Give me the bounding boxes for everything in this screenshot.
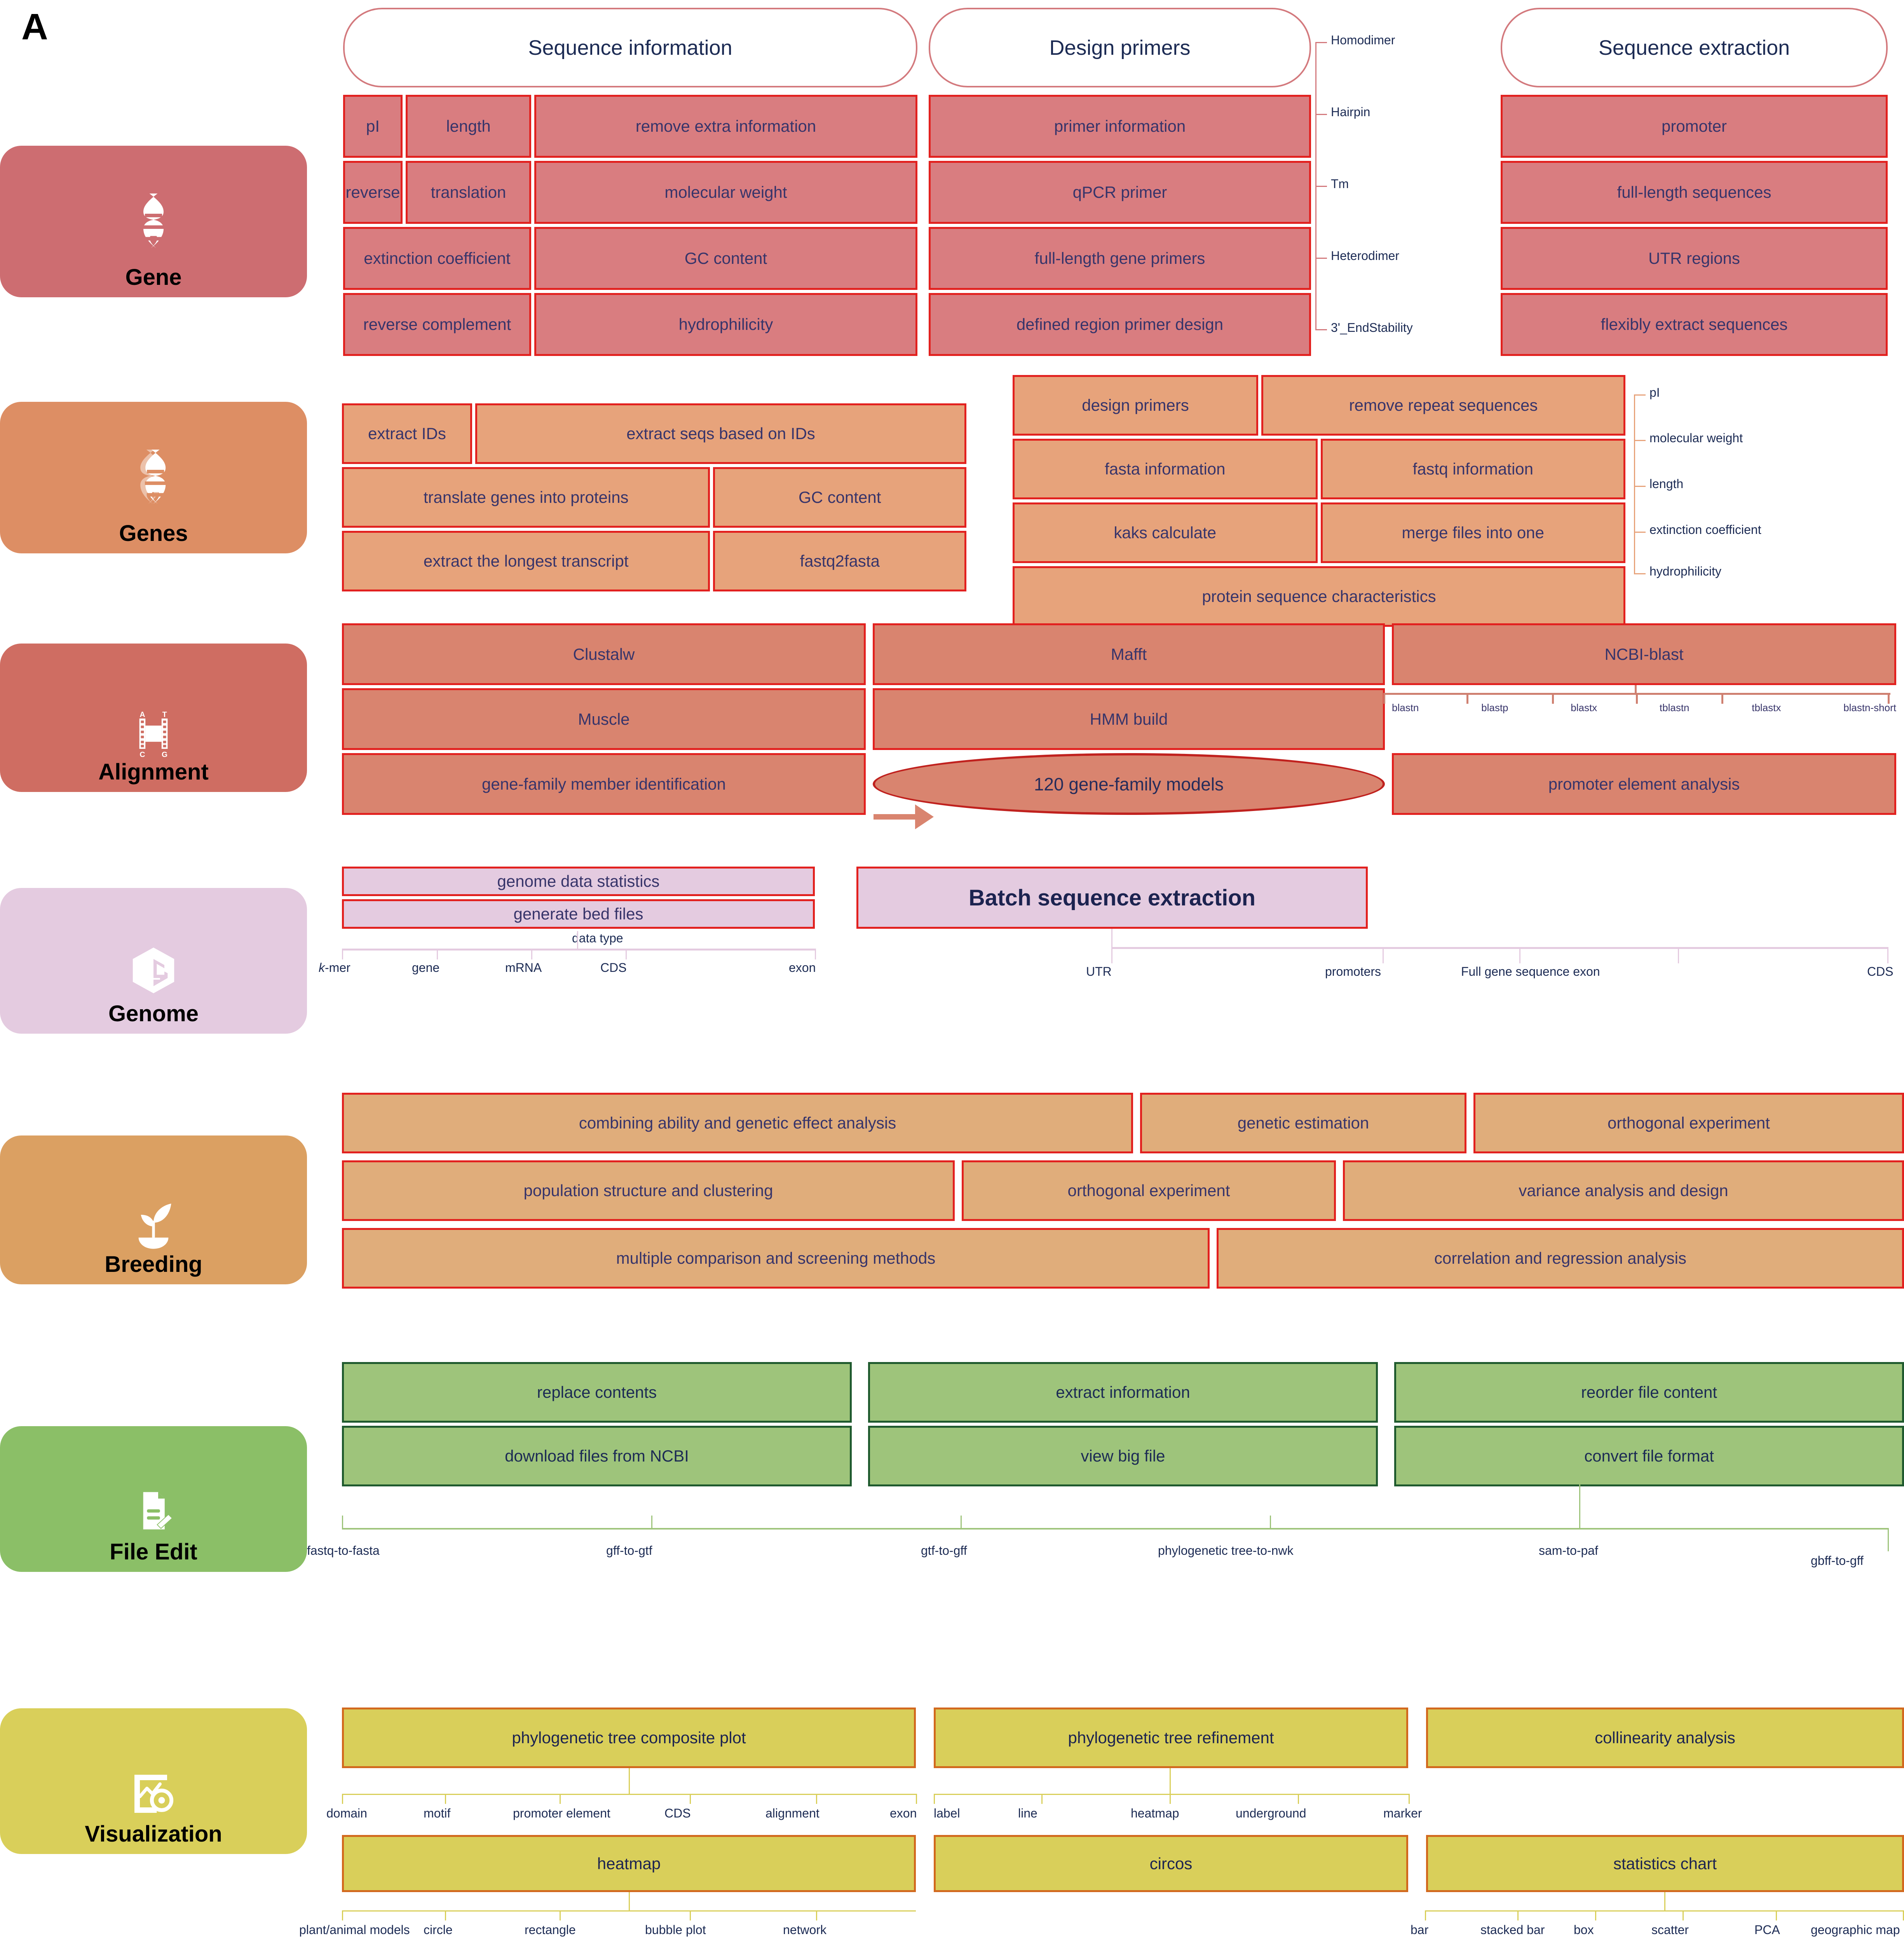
svg-text:T: T: [162, 710, 167, 719]
svg-text:G: G: [162, 750, 167, 759]
svg-text:C: C: [139, 750, 145, 759]
svg-text:A: A: [139, 710, 145, 719]
